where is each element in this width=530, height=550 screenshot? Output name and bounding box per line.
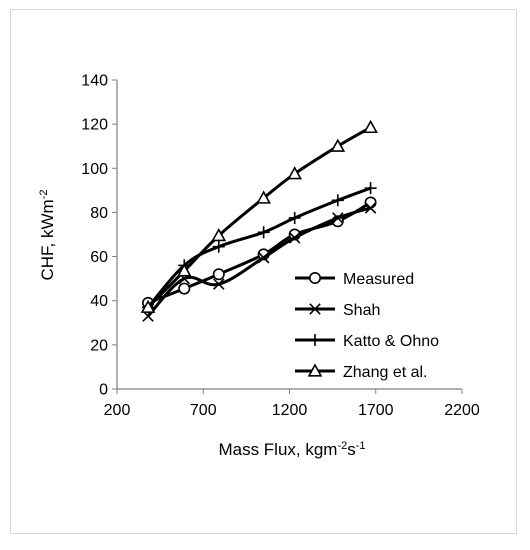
x-tick-label: 200 [104, 402, 131, 419]
legend-item-zhang-et-al: Zhang et al. [295, 363, 428, 381]
point-shah [364, 202, 377, 214]
legend-item-katto-ohno: Katto & Ohno [295, 333, 439, 350]
point-katto-ohno [257, 226, 270, 239]
point-zhang-et-al [287, 166, 303, 180]
x-tick-label: 1700 [358, 402, 394, 419]
chart-frame [10, 9, 517, 534]
x-tick-label: 1200 [272, 402, 308, 419]
legend-label: Shah [343, 302, 380, 319]
y-tick-label: 140 [81, 73, 108, 90]
y-tick-label: 60 [90, 249, 108, 266]
point-measured [178, 282, 191, 295]
legend-label: Measured [343, 271, 414, 288]
legend-item-measured: Measured [295, 271, 414, 288]
legend-item-shah: Shah [295, 302, 380, 319]
point-shah [332, 212, 344, 224]
point-zhang-et-al [176, 263, 192, 277]
point-katto-ohno [331, 194, 344, 207]
point-katto-ohno [288, 211, 301, 224]
y-tick-label: 20 [90, 337, 108, 354]
legend-marker [309, 303, 321, 315]
point-zhang-et-al [140, 299, 156, 313]
point-zhang-et-al [363, 119, 378, 134]
y-tick-label: 0 [99, 382, 108, 399]
series-shah [142, 202, 377, 322]
legend-label: Katto & Ohno [343, 333, 439, 350]
legend-marker [308, 271, 321, 284]
legend: Measured Shah Katto & Ohno Zhang et al. [295, 271, 439, 381]
legend-marker [307, 363, 323, 377]
x-tick-label: 2200 [444, 402, 480, 419]
x-axis-title: Mass Flux, kgm-2s-1 [218, 440, 365, 459]
point-measured [212, 268, 225, 281]
legend-label: Zhang et al. [343, 364, 428, 381]
point-shah [213, 278, 225, 290]
point-shah [257, 251, 270, 264]
point-measured [364, 196, 377, 209]
y-tick-label: 40 [90, 293, 108, 310]
y-axis-title: CHF, kWm-2 [38, 190, 57, 281]
y-tick-label: 120 [81, 117, 108, 134]
series-zhang-et-al [140, 119, 378, 313]
series-layer [140, 119, 378, 322]
point-katto-ohno [212, 240, 225, 253]
x-tick-label: 700 [190, 402, 217, 419]
point-zhang-et-al [330, 138, 346, 152]
point-shah [288, 232, 301, 244]
point-zhang-et-al [211, 227, 227, 242]
point-katto-ohno [364, 182, 377, 195]
y-tick-label: 80 [90, 205, 108, 222]
legend-marker [309, 334, 321, 346]
axes: 0 20 40 60 80 100 120 140 200 700 1200 1700 2200 [81, 73, 480, 420]
point-zhang-et-al [256, 190, 271, 204]
y-tick-label: 100 [81, 161, 108, 178]
